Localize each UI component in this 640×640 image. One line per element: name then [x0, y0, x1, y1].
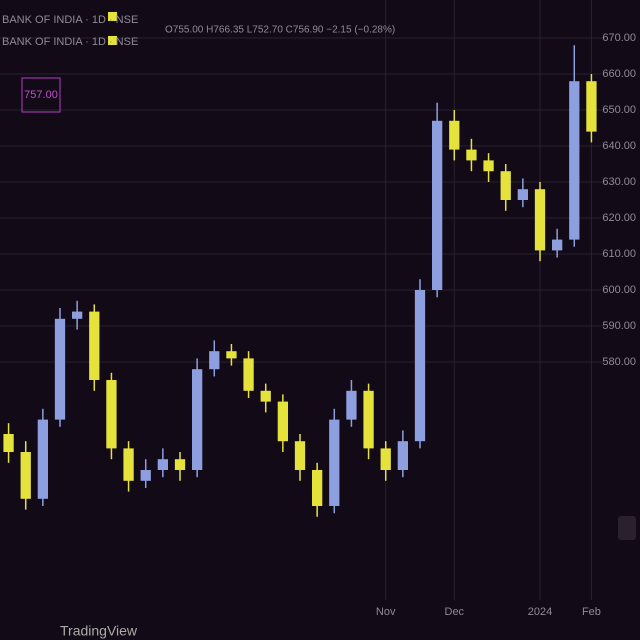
- candle-body: [54, 318, 66, 420]
- candle-body: [277, 401, 288, 442]
- legend-swatch: [108, 36, 117, 45]
- candle-body: [397, 441, 408, 470]
- y-tick-label: 610.00: [602, 248, 636, 260]
- candle-body: [140, 470, 151, 481]
- candle-body: [123, 448, 134, 481]
- x-tick-label: 2024: [528, 606, 552, 618]
- candle-body: [192, 369, 203, 470]
- grid: [0, 0, 605, 600]
- candle-body: [363, 390, 374, 449]
- candle-body: [517, 189, 528, 200]
- candle-body: [449, 120, 460, 150]
- candle-body: [329, 419, 340, 506]
- candle-body: [312, 470, 323, 506]
- candle-body: [260, 390, 271, 402]
- legend-swatch: [108, 12, 117, 21]
- y-tick-label: 580.00: [602, 356, 636, 368]
- candle-body: [89, 311, 100, 380]
- y-tick-label: 660.00: [602, 68, 636, 80]
- candle-body: [243, 358, 254, 391]
- x-tick-label: Nov: [376, 606, 396, 618]
- candle-body: [466, 149, 477, 161]
- candle-body: [569, 81, 580, 240]
- candle-body: [20, 452, 31, 499]
- candle-body: [72, 311, 83, 319]
- price-tag-box: [21, 77, 61, 113]
- symbol-label: BANK OF INDIA · 1D · NSE: [2, 14, 138, 26]
- candle-body: [294, 441, 306, 470]
- y-tick-label: 650.00: [602, 104, 636, 116]
- y-tick-label: 600.00: [602, 284, 636, 296]
- candle-body: [3, 434, 14, 452]
- y-tick-label: 640.00: [602, 140, 636, 152]
- x-tick-label: Dec: [445, 606, 465, 618]
- candle-body: [174, 459, 186, 470]
- brand: TradingView: [60, 623, 138, 639]
- candle-body: [346, 390, 357, 420]
- scroll-button[interactable]: [618, 516, 636, 540]
- y-tick-label: 670.00: [602, 32, 636, 44]
- candle-body: [414, 290, 426, 442]
- candle-body: [552, 239, 563, 251]
- candle-body: [500, 171, 511, 200]
- candle-body: [226, 351, 237, 359]
- symbol-compare-label: BANK OF INDIA · 1D · NSE: [2, 36, 138, 48]
- candle-body: [483, 160, 494, 172]
- ohlc-values: O755.00 H766.35 L752.70 C756.90 −2.15 (−…: [165, 25, 395, 36]
- candle-body: [380, 448, 391, 470]
- y-tick-label: 630.00: [602, 176, 636, 188]
- candle-body: [209, 351, 220, 370]
- candle-body: [534, 189, 546, 251]
- x-tick-label: Feb: [582, 606, 601, 618]
- y-tick-label: 590.00: [602, 320, 636, 332]
- candle-body: [106, 380, 117, 449]
- candle-body: [37, 419, 48, 499]
- candle-body: [586, 81, 597, 132]
- y-tick-label: 620.00: [602, 212, 636, 224]
- price-tag: 757.00: [24, 89, 58, 101]
- candle-body: [157, 459, 168, 470]
- candle-body: [432, 120, 443, 290]
